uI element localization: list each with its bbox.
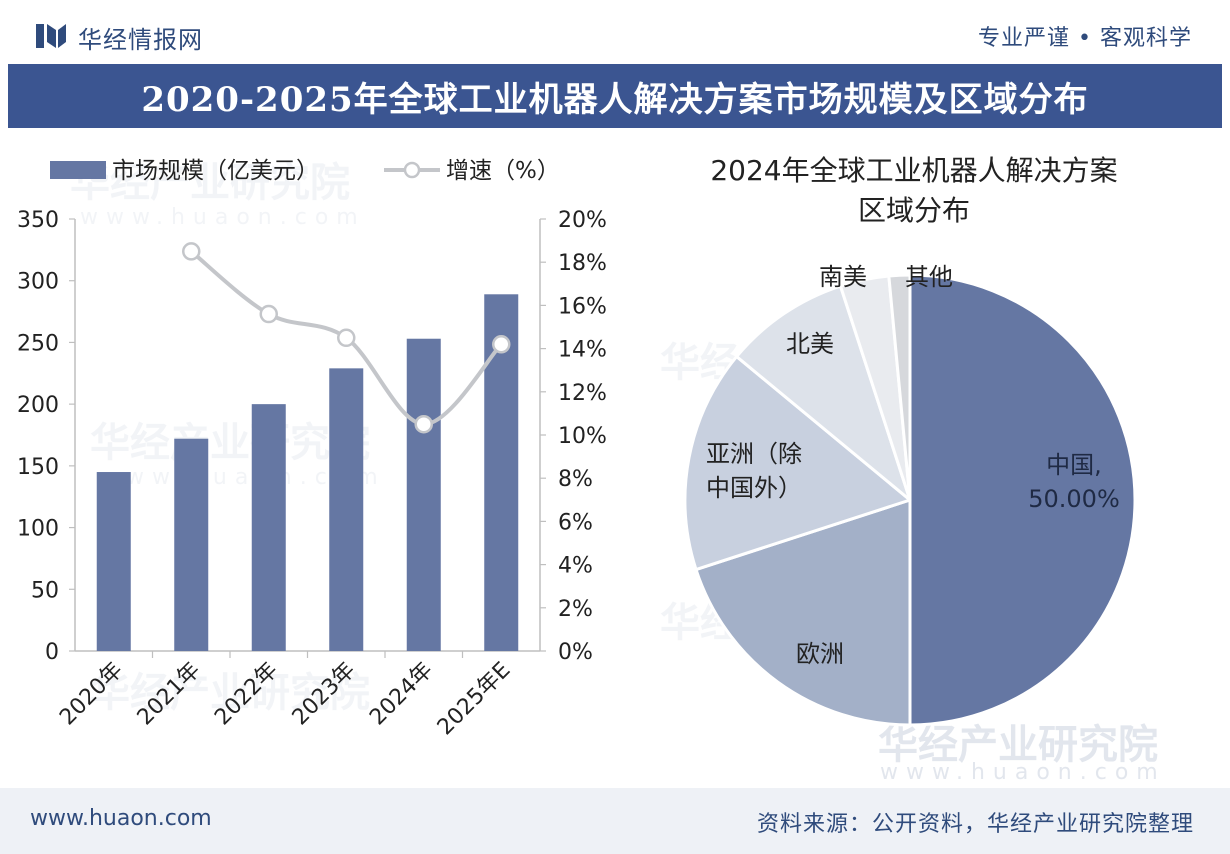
- title-bar: 2020-2025年全球工业机器人解决方案市场规模及区域分布: [8, 64, 1222, 128]
- pie-slice: [908, 273, 1137, 727]
- pie-slice: [683, 355, 912, 572]
- pie-slice: [887, 273, 912, 502]
- y-right-tick-label: 6%: [558, 510, 593, 535]
- pie-label: 南美: [819, 263, 867, 291]
- y-right-tick-label: 8%: [558, 467, 593, 492]
- pie-label: 中国,: [1046, 451, 1102, 479]
- y-left-tick-label: 350: [17, 208, 59, 233]
- pie-label: 中国外）: [706, 474, 802, 502]
- pie-title-line-1: 2024年全球工业机器人解决方案: [710, 154, 1117, 187]
- pie-slice: [694, 498, 912, 727]
- growth-point: [414, 414, 433, 434]
- bar: [329, 368, 364, 651]
- pie-label: 北美: [786, 330, 834, 358]
- pie-label: 50.00%: [1028, 485, 1120, 513]
- pie-label: 亚洲（除: [706, 440, 802, 468]
- pie-label: 欧洲: [796, 640, 844, 668]
- pie-slice: [735, 284, 912, 502]
- y-right-tick-label: 10%: [558, 424, 607, 449]
- y-right-tick-label: 12%: [558, 381, 607, 406]
- y-left-tick-label: 100: [17, 517, 59, 542]
- slogan: 专业严谨 • 客观科学: [978, 26, 1192, 51]
- y-right-tick-label: 4%: [558, 554, 593, 579]
- y-left-tick-label: 300: [17, 270, 59, 295]
- legend-line-label: 增速（%）: [446, 158, 560, 184]
- y-right-tick-label: 0%: [558, 640, 593, 665]
- footer: www.huaon.com 资料来源：公开资料，华经产业研究院整理: [0, 788, 1230, 854]
- bar: [174, 438, 209, 651]
- y-right-tick-label: 20%: [558, 208, 607, 233]
- y-left-tick-label: 250: [17, 331, 59, 356]
- combo-chart: 市场规模（亿美元） 增速（%） 0 50 100 150 200 250 300 350 0% 2…: [17, 158, 607, 741]
- legend-bar-label: 市场规模（亿美元）: [112, 158, 319, 184]
- growth-point: [337, 328, 356, 348]
- x-tick-label: 2021年: [133, 658, 206, 731]
- pie-title-line-2: 区域分布: [858, 194, 970, 227]
- page-title: 2020-2025年全球工业机器人解决方案市场规模及区域分布: [141, 79, 1089, 120]
- footer-source: 资料来源：公开资料，华经产业研究院整理: [756, 812, 1194, 837]
- bar: [251, 404, 286, 651]
- y-left-tick-label: 150: [17, 455, 59, 480]
- x-tick-label: 2022年: [210, 658, 283, 731]
- y-right-tick-label: 2%: [558, 597, 593, 622]
- growth-point: [492, 335, 511, 354]
- y-left-tick-label: 0: [45, 640, 59, 665]
- bar: [96, 472, 131, 651]
- header: 华经情报网 专业严谨 • 客观科学: [0, 0, 1230, 62]
- chart-legend: 市场规模（亿美元） 增速（%）: [50, 158, 560, 184]
- y-right-tick-label: 14%: [558, 338, 607, 363]
- x-tick-label: 2023年: [288, 658, 361, 731]
- brand-name: 华经情报网: [78, 26, 203, 54]
- x-tick-label: 2024年: [365, 658, 438, 731]
- bar: [484, 294, 519, 651]
- pie-chart: 2024年全球工业机器人解决方案 区域分布 中国, 50.00% 欧洲 亚洲（除中国外…: [683, 154, 1137, 727]
- y-right-tick-label: 16%: [558, 294, 607, 319]
- y-left-tick-label: 200: [17, 393, 59, 418]
- y-left-tick-label: 50: [31, 578, 59, 603]
- x-tick-label: 2025年E: [433, 658, 516, 741]
- footer-website: www.huaon.com: [30, 806, 212, 831]
- pie-label: 其他: [905, 263, 953, 291]
- huajing-logo-icon: [36, 24, 66, 48]
- legend-line-marker: [403, 161, 421, 179]
- growth-point: [259, 304, 278, 324]
- bar: [406, 338, 441, 651]
- y-right-tick-label: 18%: [558, 251, 607, 276]
- growth-point: [182, 242, 201, 261]
- legend-bar-swatch: [50, 161, 106, 179]
- x-tick-label: 2020年: [55, 658, 128, 731]
